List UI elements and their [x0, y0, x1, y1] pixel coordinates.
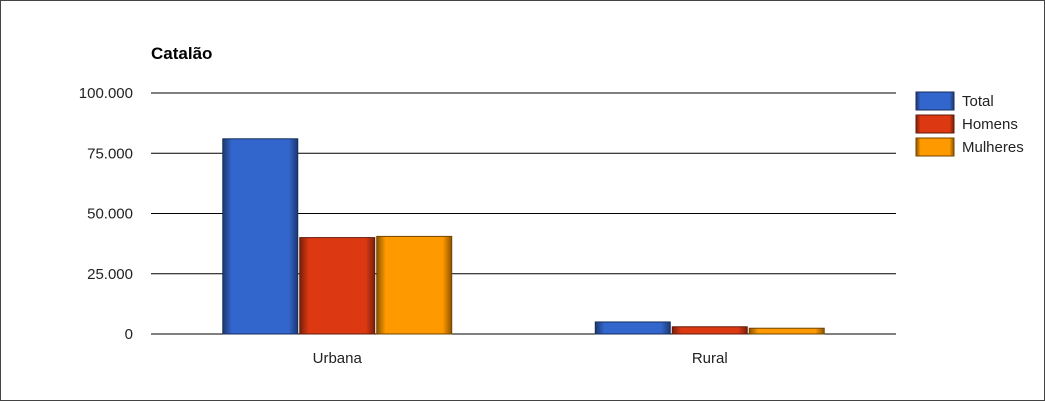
legend-label: Homens	[962, 116, 1018, 133]
y-tick-label: 75.000	[87, 145, 133, 162]
bar-mulheres-rural[interactable]	[748, 327, 825, 335]
y-tick-label: 25.000	[87, 266, 133, 283]
bar-total-rural[interactable]	[594, 321, 671, 335]
x-axis-ticks: Urbana Rural	[313, 350, 728, 367]
legend-swatch	[915, 114, 955, 134]
y-tick-label: 100.000	[79, 85, 133, 102]
bar-total-urbana[interactable]	[222, 138, 299, 335]
legend: Total Homens Mulheres	[915, 91, 1024, 157]
legend-label: Total	[962, 93, 994, 110]
bar-homens-rural[interactable]	[671, 326, 748, 335]
chart-title: Catalão	[151, 44, 212, 63]
x-tick-label: Urbana	[313, 350, 363, 367]
bars	[222, 138, 825, 335]
legend-label: Mulheres	[962, 139, 1024, 156]
y-axis-ticks: 0 25.000 50.000 75.000 100.000	[79, 85, 133, 343]
bar-mulheres-urbana[interactable]	[376, 235, 453, 335]
x-tick-label: Rural	[692, 350, 728, 367]
bar-homens-urbana[interactable]	[299, 237, 376, 335]
y-tick-label: 0	[125, 326, 133, 343]
legend-swatch	[915, 91, 955, 111]
y-tick-label: 50.000	[87, 206, 133, 223]
legend-swatch	[915, 137, 955, 157]
